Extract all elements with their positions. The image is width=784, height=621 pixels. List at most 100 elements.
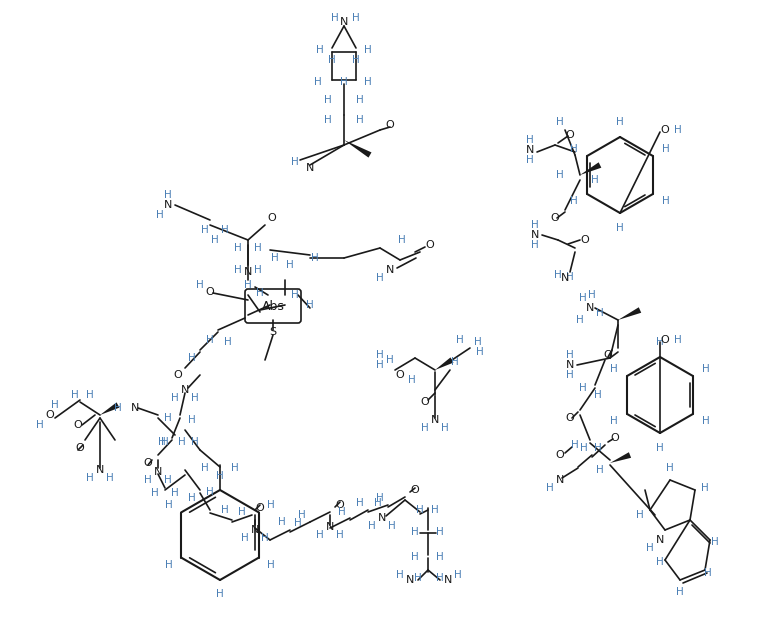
Text: H: H [151, 488, 159, 498]
Text: O: O [661, 125, 670, 135]
Text: O: O [550, 213, 559, 223]
Text: H: H [566, 272, 574, 282]
Text: H: H [216, 589, 224, 599]
Text: H: H [676, 587, 684, 597]
Text: H: H [702, 363, 710, 373]
Text: H: H [51, 400, 59, 410]
Text: H: H [596, 465, 604, 475]
Text: H: H [591, 175, 599, 185]
Text: O: O [336, 500, 344, 510]
Text: N: N [251, 525, 260, 535]
Text: N: N [431, 415, 439, 425]
Text: H: H [376, 360, 384, 370]
Text: N: N [556, 475, 564, 485]
Text: H: H [566, 370, 574, 380]
Text: H: H [456, 335, 464, 345]
Text: H: H [340, 77, 348, 87]
Text: H: H [206, 487, 214, 497]
Text: H: H [71, 390, 79, 400]
Text: H: H [579, 293, 587, 303]
Text: H: H [165, 501, 172, 510]
Text: H: H [396, 570, 404, 580]
Text: H: H [156, 210, 164, 220]
Text: O: O [75, 443, 85, 453]
FancyBboxPatch shape [245, 289, 301, 323]
Text: H: H [411, 552, 419, 562]
Text: H: H [474, 337, 482, 347]
Text: H: H [616, 223, 624, 233]
Text: H: H [114, 403, 122, 413]
Text: H: H [224, 337, 232, 347]
Text: H: H [165, 560, 172, 569]
Text: O: O [581, 235, 590, 245]
Text: O: O [661, 335, 670, 345]
Text: H: H [356, 498, 364, 508]
Text: H: H [356, 95, 364, 105]
Text: H: H [191, 437, 199, 447]
Text: H: H [594, 390, 602, 400]
Text: O: O [173, 370, 183, 380]
Text: H: H [531, 240, 539, 250]
Text: H: H [398, 235, 406, 245]
Text: H: H [368, 521, 376, 531]
Text: H: H [656, 443, 664, 453]
Text: H: H [231, 463, 239, 473]
Text: H: H [298, 510, 306, 520]
Text: N: N [131, 403, 140, 413]
Text: H: H [656, 337, 664, 347]
Text: H: H [86, 390, 94, 400]
Text: H: H [221, 505, 229, 515]
Text: O: O [74, 420, 82, 430]
Text: H: H [436, 573, 444, 583]
Text: N: N [526, 145, 534, 155]
Text: N: N [339, 17, 348, 27]
Text: H: H [106, 473, 114, 483]
Text: H: H [331, 13, 339, 23]
Text: N: N [244, 267, 252, 277]
Text: H: H [376, 350, 384, 360]
Text: H: H [267, 501, 275, 510]
Text: H: H [374, 498, 382, 508]
Text: H: H [86, 473, 94, 483]
Polygon shape [100, 402, 119, 415]
Text: S: S [270, 327, 277, 337]
Text: N: N [566, 360, 574, 370]
Text: H: H [556, 170, 564, 180]
Text: O: O [426, 240, 434, 250]
Text: H: H [610, 363, 618, 373]
Text: H: H [171, 488, 179, 498]
Text: H: H [666, 463, 674, 473]
Text: H: H [356, 115, 364, 125]
Text: H: H [387, 355, 394, 365]
Text: H: H [570, 143, 578, 153]
Text: O: O [396, 370, 405, 380]
Text: O: O [421, 397, 430, 407]
Text: H: H [254, 243, 262, 253]
Text: H: H [241, 533, 249, 543]
Text: H: H [431, 505, 439, 515]
Text: H: H [188, 415, 196, 425]
Text: H: H [201, 463, 209, 473]
Text: H: H [454, 570, 462, 580]
Text: H: H [196, 280, 204, 290]
Text: H: H [291, 157, 299, 167]
Polygon shape [580, 162, 601, 175]
Text: H: H [267, 560, 275, 569]
Text: H: H [416, 505, 424, 515]
Text: H: H [701, 483, 709, 493]
Text: N: N [181, 385, 189, 395]
Text: H: H [238, 507, 246, 517]
Text: N: N [655, 535, 664, 545]
Text: H: H [314, 77, 322, 87]
Text: H: H [188, 353, 196, 363]
Text: O: O [411, 485, 419, 495]
Text: N: N [531, 230, 539, 240]
Text: H: H [364, 45, 372, 55]
Text: H: H [352, 13, 360, 23]
Text: O: O [205, 287, 214, 297]
Text: H: H [610, 417, 618, 427]
Text: H: H [571, 440, 579, 450]
Text: H: H [211, 235, 219, 245]
Text: H: H [436, 552, 444, 562]
Text: H: H [646, 543, 654, 553]
